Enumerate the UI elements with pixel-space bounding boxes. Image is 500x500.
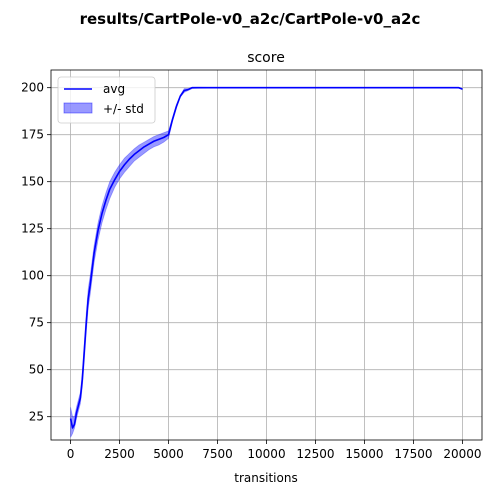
chart-title: score bbox=[247, 50, 285, 66]
x-tick-label: 12500 bbox=[296, 447, 334, 461]
y-tick-label: 75 bbox=[29, 316, 44, 330]
legend: avg +/- std bbox=[57, 76, 156, 124]
x-tick-label: 17500 bbox=[394, 447, 432, 461]
avg-series-line bbox=[69, 86, 463, 429]
figure-suptitle: results/CartPole-v0_a2c/CartPole-v0_a2c bbox=[80, 10, 421, 28]
avg-line-layer bbox=[69, 86, 463, 429]
std-band-layer bbox=[70, 86, 463, 438]
grid-lines bbox=[51, 70, 482, 440]
x-tick-label: 0 bbox=[67, 447, 75, 461]
y-tick-label: 200 bbox=[21, 81, 44, 95]
std-band bbox=[70, 86, 463, 438]
x-tick-label: 7500 bbox=[202, 447, 233, 461]
axis-ticks: 0 2500 5000 7500 10000 12500 15000 17500 20000 25… bbox=[21, 81, 481, 461]
legend-avg-label: avg bbox=[103, 82, 125, 96]
x-axis-label: transitions bbox=[234, 471, 297, 485]
y-tick-label: 125 bbox=[21, 222, 44, 236]
y-tick-label: 100 bbox=[21, 269, 44, 283]
x-tick-label: 20000 bbox=[443, 447, 481, 461]
plot-area: 0 2500 5000 7500 10000 12500 15000 17500 20000 25… bbox=[21, 69, 483, 461]
x-tick-label: 5000 bbox=[153, 447, 184, 461]
y-tick-label: 25 bbox=[29, 410, 44, 424]
legend-std-label: +/- std bbox=[103, 102, 144, 116]
y-tick-label: 150 bbox=[21, 175, 44, 189]
x-tick-label: 15000 bbox=[345, 447, 383, 461]
legend-std-swatch bbox=[63, 102, 93, 114]
x-tick-label: 2500 bbox=[104, 447, 135, 461]
x-tick-label: 10000 bbox=[247, 447, 285, 461]
y-tick-label: 175 bbox=[21, 128, 44, 142]
y-tick-label: 50 bbox=[29, 363, 44, 377]
